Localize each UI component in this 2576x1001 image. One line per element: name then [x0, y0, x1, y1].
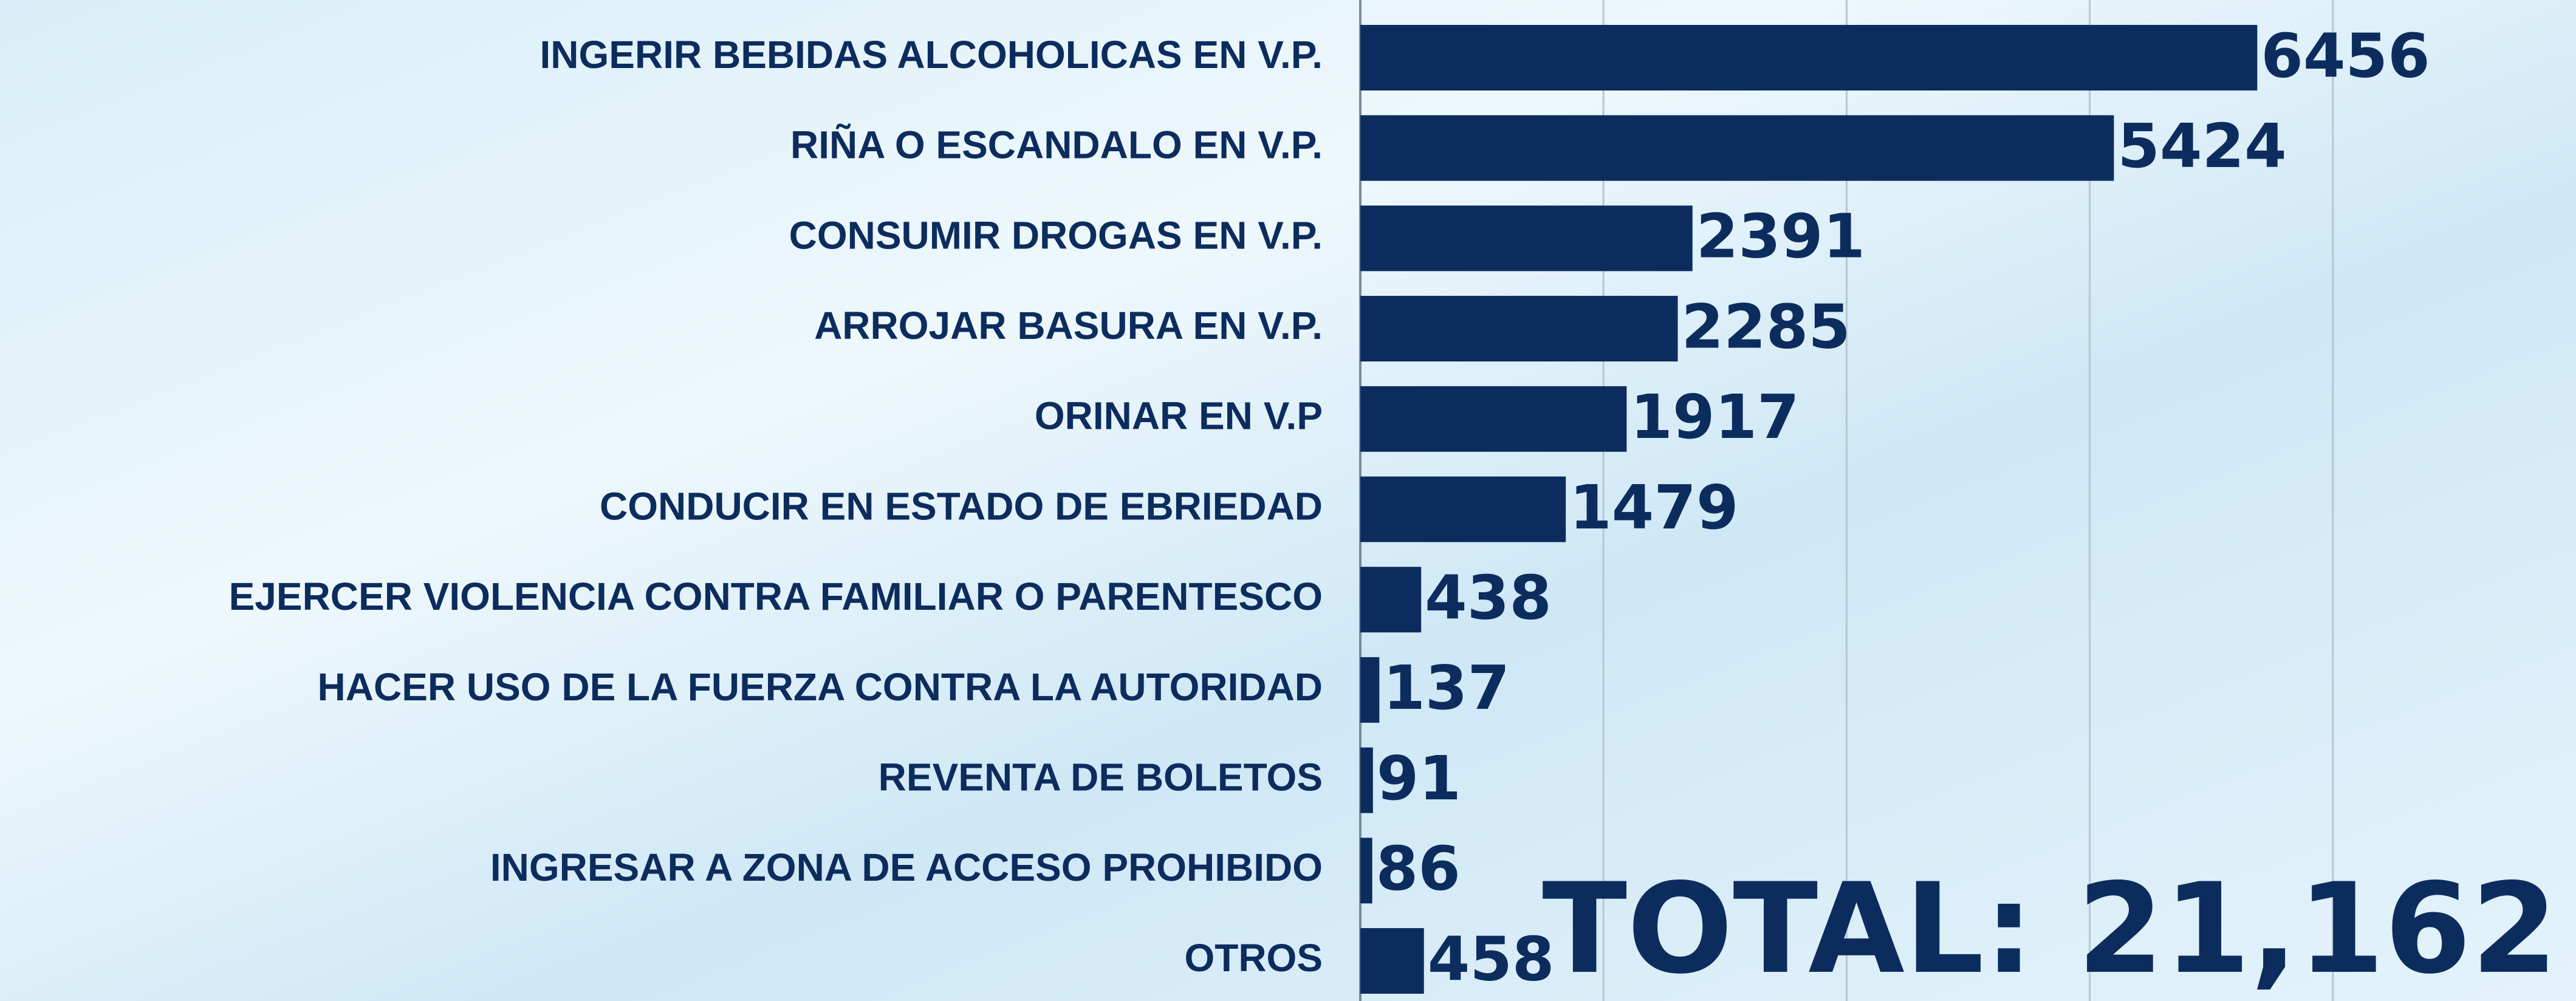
category-label: CONSUMIR DROGAS EN V.P. [789, 213, 1323, 257]
category-label: INGRESAR A ZONA DE ACCESO PROHIBIDO [490, 846, 1323, 889]
value-label: 1917 [1630, 381, 1799, 453]
value-label: 2285 [1682, 291, 1851, 362]
value-label: 458 [1428, 923, 1555, 994]
category-label: REVENTA DE BOLETOS [879, 756, 1323, 799]
bar [1360, 476, 1566, 542]
bar [1360, 928, 1424, 994]
value-label: 137 [1383, 652, 1510, 723]
bar [1360, 25, 2258, 91]
category-label: ARROJAR BASURA EN V.P. [814, 304, 1323, 347]
value-label: 91 [1377, 743, 1461, 814]
value-label: 2391 [1696, 201, 1865, 272]
value-label: 86 [1376, 833, 1461, 904]
bar [1360, 657, 1380, 723]
bar [1360, 115, 2114, 181]
value-label: 1479 [1569, 472, 1738, 543]
category-label: HACER USO DE LA FUERZA CONTRA LA AUTORID… [318, 665, 1323, 709]
bar [1360, 747, 1373, 813]
value-label: 5424 [2117, 111, 2286, 182]
bar [1360, 838, 1372, 904]
bar [1360, 205, 1693, 272]
category-label: INGERIR BEBIDAS ALCOHOLICAS EN V.P. [540, 33, 1323, 77]
bar [1360, 386, 1627, 452]
value-label: 6456 [2261, 20, 2430, 91]
category-label: OTROS [1184, 936, 1323, 980]
category-label: EJERCER VIOLENCIA CONTRA FAMILIAR O PARE… [229, 575, 1323, 618]
value-label: 438 [1425, 562, 1552, 634]
bar [1360, 296, 1678, 362]
category-label: ORINAR EN V.P [1035, 394, 1323, 438]
bars: INGERIR BEBIDAS ALCOHOLICAS EN V.P. 6456 R… [229, 20, 2430, 994]
total-annotation: TOTAL: 21,162 [1542, 857, 2558, 1001]
category-label: RIÑA O ESCANDALO EN V.P. [790, 123, 1323, 167]
bar [1360, 567, 1422, 633]
category-label: CONDUCIR EN ESTADO DE EBRIEDAD [600, 484, 1323, 528]
